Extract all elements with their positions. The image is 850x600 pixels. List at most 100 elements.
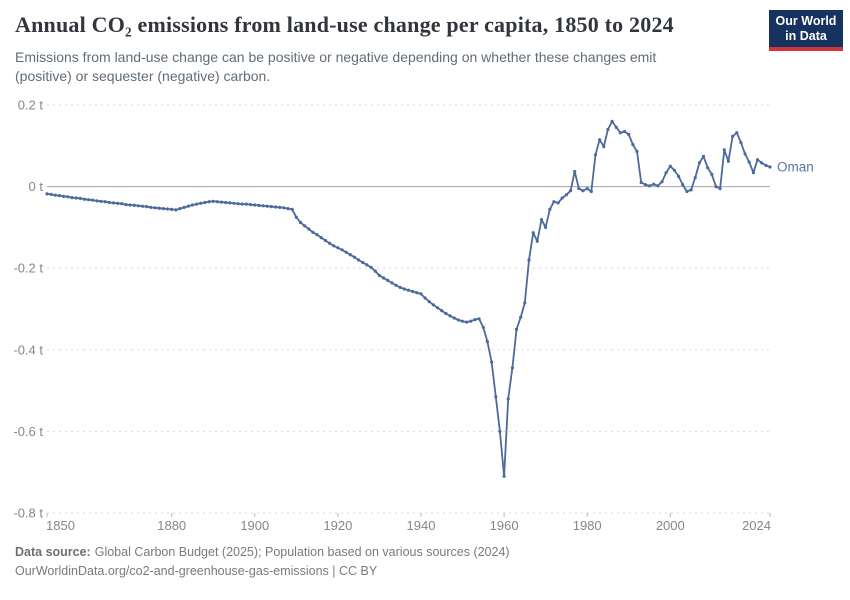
data-point[interactable] — [527, 258, 531, 262]
data-point[interactable] — [249, 203, 253, 207]
data-point[interactable] — [722, 148, 726, 152]
data-point[interactable] — [473, 318, 477, 322]
data-point[interactable] — [743, 152, 747, 156]
data-point[interactable] — [232, 201, 236, 205]
data-point[interactable] — [531, 231, 535, 235]
data-point[interactable] — [755, 158, 760, 162]
data-point[interactable] — [635, 149, 639, 154]
data-point[interactable] — [390, 281, 394, 285]
data-point[interactable] — [552, 200, 556, 204]
entity-label-oman[interactable]: Oman — [777, 160, 814, 175]
data-point[interactable] — [66, 195, 70, 199]
data-point[interactable] — [731, 134, 735, 138]
data-point[interactable] — [340, 248, 344, 252]
data-point[interactable] — [286, 207, 290, 211]
data-point[interactable] — [623, 129, 627, 134]
data-point[interactable] — [95, 199, 99, 203]
data-point[interactable] — [627, 132, 631, 136]
data-point[interactable] — [49, 192, 53, 196]
data-point[interactable] — [315, 233, 319, 237]
data-point[interactable] — [141, 204, 145, 208]
data-point[interactable] — [535, 239, 539, 243]
data-point[interactable] — [456, 318, 460, 322]
data-point[interactable] — [677, 174, 681, 178]
data-point[interactable] — [278, 205, 282, 209]
data-point[interactable] — [219, 200, 224, 204]
owid-logo[interactable]: Our World in Data — [769, 10, 843, 51]
data-point[interactable] — [668, 164, 672, 168]
data-point[interactable] — [195, 202, 199, 206]
data-point[interactable] — [45, 192, 49, 196]
data-point[interactable] — [593, 153, 598, 157]
data-point[interactable] — [548, 207, 552, 211]
data-point[interactable] — [768, 165, 772, 169]
data-point[interactable] — [382, 276, 386, 280]
data-point[interactable] — [182, 205, 186, 209]
data-point[interactable] — [419, 292, 423, 296]
data-point[interactable] — [610, 119, 614, 123]
data-point[interactable] — [614, 125, 618, 129]
data-point[interactable] — [311, 230, 315, 234]
data-point[interactable] — [519, 315, 523, 319]
data-point[interactable] — [261, 204, 265, 208]
data-point[interactable] — [294, 215, 298, 219]
data-point[interactable] — [103, 200, 107, 204]
data-point[interactable] — [643, 183, 647, 187]
data-point[interactable] — [398, 285, 402, 289]
data-point[interactable] — [145, 205, 149, 209]
data-point[interactable] — [564, 193, 569, 197]
data-point[interactable] — [415, 291, 419, 295]
data-point[interactable] — [423, 296, 427, 300]
data-point[interactable] — [760, 161, 764, 165]
data-point[interactable] — [211, 199, 215, 203]
data-point[interactable] — [290, 207, 294, 211]
data-point[interactable] — [323, 238, 327, 243]
data-point[interactable] — [494, 395, 498, 399]
data-point[interactable] — [577, 187, 581, 191]
data-point[interactable] — [444, 311, 448, 316]
data-point[interactable] — [107, 200, 111, 205]
data-point[interactable] — [74, 196, 78, 200]
data-point[interactable] — [136, 204, 140, 208]
data-point[interactable] — [602, 145, 606, 149]
data-point[interactable] — [203, 200, 207, 205]
data-point[interactable] — [735, 131, 739, 135]
data-point[interactable] — [764, 163, 768, 167]
data-point[interactable] — [581, 189, 585, 193]
data-point[interactable] — [739, 140, 743, 145]
data-point[interactable] — [436, 306, 440, 310]
data-point[interactable] — [394, 283, 398, 287]
data-point[interactable] — [365, 263, 369, 267]
data-point[interactable] — [510, 366, 514, 370]
data-point[interactable] — [228, 201, 232, 205]
data-point[interactable] — [269, 205, 273, 209]
data-point[interactable] — [427, 300, 431, 304]
data-point[interactable] — [747, 160, 751, 164]
data-point[interactable] — [639, 180, 643, 185]
data-point[interactable] — [685, 189, 689, 194]
data-point[interactable] — [257, 203, 261, 207]
data-point[interactable] — [57, 194, 62, 198]
data-point[interactable] — [332, 244, 336, 248]
data-point[interactable] — [91, 198, 95, 202]
data-point[interactable] — [448, 314, 452, 318]
data-point[interactable] — [62, 194, 66, 198]
data-point[interactable] — [165, 207, 170, 211]
data-point[interactable] — [481, 325, 485, 329]
data-point[interactable] — [693, 176, 697, 180]
data-point[interactable] — [460, 319, 465, 323]
data-point[interactable] — [585, 187, 589, 191]
data-point[interactable] — [128, 203, 132, 207]
data-point[interactable] — [485, 340, 489, 344]
data-point[interactable] — [244, 202, 248, 206]
data-point[interactable] — [710, 172, 714, 176]
data-point[interactable] — [132, 203, 136, 207]
data-point[interactable] — [344, 250, 348, 254]
data-point[interactable] — [652, 182, 656, 186]
data-point[interactable] — [149, 205, 153, 209]
data-point[interactable] — [70, 196, 74, 200]
data-point[interactable] — [178, 207, 182, 211]
data-point[interactable] — [718, 187, 722, 191]
data-point[interactable] — [589, 189, 593, 194]
data-point[interactable] — [681, 183, 685, 187]
